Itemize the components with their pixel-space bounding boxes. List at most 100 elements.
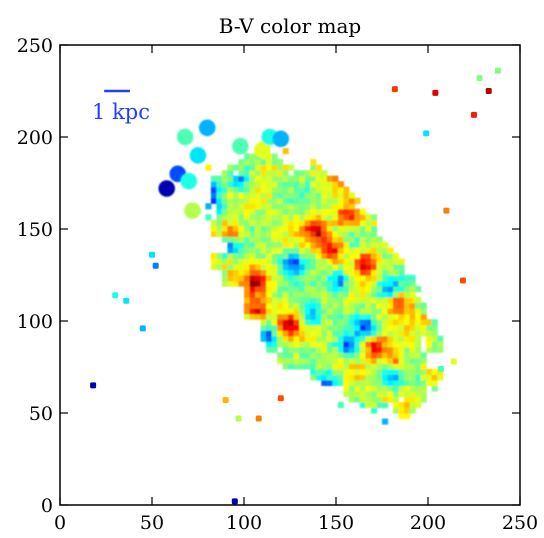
heatmap-cell [221, 236, 229, 243]
heatmap-cell [260, 230, 267, 237]
heatmap-cell [326, 308, 333, 315]
heatmap-cell [359, 352, 367, 359]
heatmap-cell [332, 346, 339, 353]
heatmap-cell [266, 192, 273, 199]
heatmap-cell [387, 396, 394, 403]
heatmap-cell [310, 219, 317, 226]
heatmap-cell [310, 346, 317, 353]
heatmap-cell [310, 335, 317, 342]
x-tick-label: 0 [54, 512, 66, 534]
heatmap-cell [337, 379, 344, 386]
heatmap-cell [304, 352, 311, 359]
x-tick-label: 100 [226, 512, 262, 534]
scale-bar: 1 kpc [92, 89, 150, 124]
heatmap-cell [277, 341, 284, 348]
heatmap-cell [288, 357, 295, 364]
heatmap-cell [398, 363, 405, 370]
heatmap-cell [326, 236, 333, 243]
heatmap-cell [376, 280, 383, 287]
heatmap-cell [348, 335, 355, 342]
heatmap-cell [304, 258, 311, 265]
heatmap-cell [227, 269, 234, 276]
heatmap-cell [282, 186, 289, 193]
heatmap-cell [255, 247, 262, 254]
heatmap-cell [304, 319, 311, 326]
heatmap-cell [387, 363, 394, 370]
heatmap-cell [315, 236, 322, 243]
heatmap-cell [359, 374, 367, 381]
heatmap-cell [409, 363, 416, 370]
heatmap-cell [321, 230, 328, 237]
heatmap-cell [227, 164, 234, 171]
heatmap-cell [365, 308, 372, 315]
heatmap-cell [343, 214, 350, 221]
heatmap-cell [210, 219, 217, 226]
heatmap-cell [343, 302, 350, 309]
heatmap-cell [260, 181, 267, 188]
heatmap-cell [409, 319, 416, 326]
heatmap-cell [288, 324, 295, 331]
heatmap-cell [398, 374, 405, 381]
heatmap-cell [382, 297, 389, 304]
heatmap-cell [343, 313, 350, 320]
heatmap-cell [409, 302, 416, 309]
heatmap-cell [293, 319, 300, 326]
heatmap-cell [420, 330, 427, 337]
heatmap-cell [288, 313, 295, 320]
heatmap-cell [227, 236, 234, 243]
heatmap-cell [326, 357, 333, 364]
heatmap-cell [255, 186, 262, 193]
heatmap-cell [315, 263, 322, 271]
heatmap-cell [282, 192, 289, 199]
heatmap-cell [321, 197, 328, 204]
heatmap-cell [420, 302, 427, 309]
heatmap-cell [232, 247, 240, 254]
heatmap-cell [232, 175, 240, 182]
heatmap-cell [299, 170, 306, 177]
heatmap-cell [376, 390, 383, 398]
heatmap-cell [343, 263, 350, 271]
outlying-pixel [494, 67, 501, 74]
heatmap-cell [337, 297, 344, 304]
heatmap-cell [343, 390, 350, 398]
heatmap-cell [382, 357, 389, 364]
heatmap-cell [332, 363, 339, 370]
heatmap-cell [387, 385, 394, 392]
heatmap-cell [426, 379, 433, 386]
heatmap-cell [321, 170, 328, 177]
heatmap-cell [244, 313, 251, 320]
heatmap-cell [332, 230, 339, 237]
heatmap-cell [288, 192, 295, 199]
heatmap-cell [382, 341, 389, 348]
heatmap-cell [398, 413, 405, 420]
heatmap-cell [393, 352, 400, 359]
heatmap-cell [304, 247, 311, 254]
heatmap-cell [232, 263, 240, 271]
heatmap-cell [255, 263, 262, 271]
heatmap-cell [277, 319, 284, 326]
heatmap-cell [299, 219, 306, 226]
heatmap-cell [343, 330, 350, 337]
heatmap-cell [288, 308, 295, 315]
heatmap-cell [387, 302, 394, 309]
heatmap-cell [343, 258, 350, 265]
heatmap-cell [255, 203, 262, 210]
heatmap-cell [210, 258, 217, 265]
heatmap-cell [244, 252, 251, 260]
heatmap-cell [216, 186, 223, 193]
heatmap-cell [221, 203, 229, 210]
heatmap-cell [337, 368, 344, 375]
heatmap-cell [304, 230, 311, 237]
heatmap-cell [227, 241, 234, 248]
heatmap-cell [398, 401, 405, 409]
heatmap-cell [321, 330, 328, 337]
heatmap-cell [288, 330, 295, 337]
heatmap-cell [370, 214, 378, 221]
heatmap-cell [343, 363, 350, 370]
heatmap-cell [232, 219, 240, 226]
heatmap-cell [271, 203, 278, 210]
heatmap-cell [299, 280, 306, 287]
heatmap-cell [227, 208, 234, 215]
heatmap-cell [315, 247, 322, 254]
heatmap-cell [376, 352, 383, 359]
